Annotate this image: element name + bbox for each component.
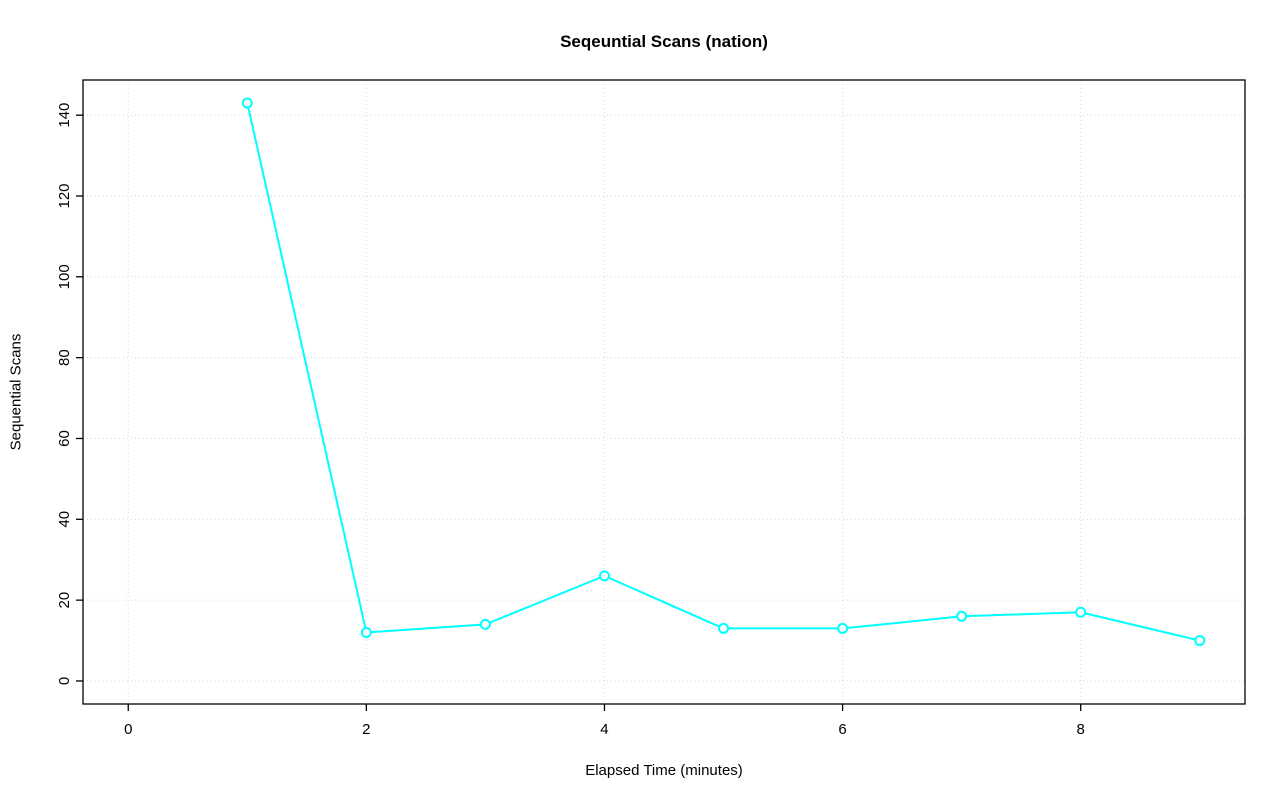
x-tick-label: 6 bbox=[838, 721, 846, 738]
x-tick-label: 4 bbox=[600, 721, 608, 738]
x-tick-label: 0 bbox=[124, 721, 132, 738]
data-point bbox=[241, 97, 253, 109]
data-line bbox=[246, 102, 1201, 642]
y-tick-label: 140 bbox=[56, 103, 73, 128]
data-point bbox=[718, 622, 730, 634]
x-tick-label: 2 bbox=[362, 721, 370, 738]
data-point bbox=[1194, 635, 1206, 647]
y-tick-label: 80 bbox=[56, 349, 73, 366]
y-tick-label: 0 bbox=[56, 677, 73, 685]
chart-title: Seqeuntial Scans (nation) bbox=[560, 32, 768, 51]
data-point bbox=[956, 610, 968, 622]
data-point bbox=[837, 622, 849, 634]
data-point bbox=[598, 570, 610, 582]
y-axis-label: Sequential Scans bbox=[7, 333, 25, 451]
data-point bbox=[1075, 606, 1087, 618]
y-tick-label: 20 bbox=[56, 592, 73, 609]
y-tick-label: 100 bbox=[56, 264, 73, 289]
plot-box bbox=[82, 79, 1246, 705]
data-point bbox=[479, 618, 491, 630]
y-tick-label: 40 bbox=[56, 511, 73, 528]
x-tick-label: 8 bbox=[1077, 721, 1085, 738]
data-point bbox=[360, 626, 372, 638]
y-tick-label: 120 bbox=[56, 183, 73, 208]
x-axis-label: Elapsed Time (minutes) bbox=[585, 762, 743, 779]
y-tick-label: 60 bbox=[56, 430, 73, 447]
